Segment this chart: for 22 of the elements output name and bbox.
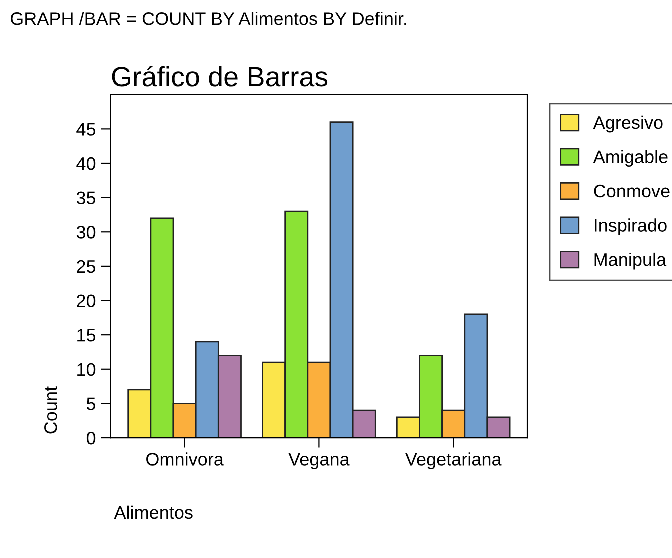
y-tick-label: 10: [78, 363, 96, 376]
y-axis-title: Count: [44, 386, 58, 434]
y-tick-label: 30: [76, 226, 96, 239]
legend-label: Amigable: [593, 150, 668, 167]
x-tick-label: Vegetariana: [405, 452, 502, 470]
y-tick-label: 15: [78, 329, 96, 342]
legend-label: Manipula: [594, 252, 667, 270]
x-tick-label: Vegana: [288, 453, 350, 470]
x-axis-title: Alimentos: [114, 506, 193, 520]
y-tick-label: 20: [77, 294, 96, 308]
y-tick-label: 25: [77, 260, 96, 274]
legend-label: Agresivo: [593, 116, 663, 133]
y-tick-label: 0: [86, 432, 96, 445]
y-tick-label: 45: [76, 123, 96, 136]
y-tick-label: 35: [76, 192, 96, 205]
legend-label: Inspirado: [594, 218, 667, 236]
chart-title: Gráfico de Barras: [112, 66, 328, 87]
x-tick-label: Omnivora: [146, 452, 224, 466]
y-tick-label: 5: [86, 398, 96, 410]
y-tick-label: 40: [76, 157, 96, 170]
text: GRAPH /BAR = COUNT BY Alimentos BY Definir.: [10, 12, 406, 26]
legend-label: Conmove: [594, 184, 670, 198]
